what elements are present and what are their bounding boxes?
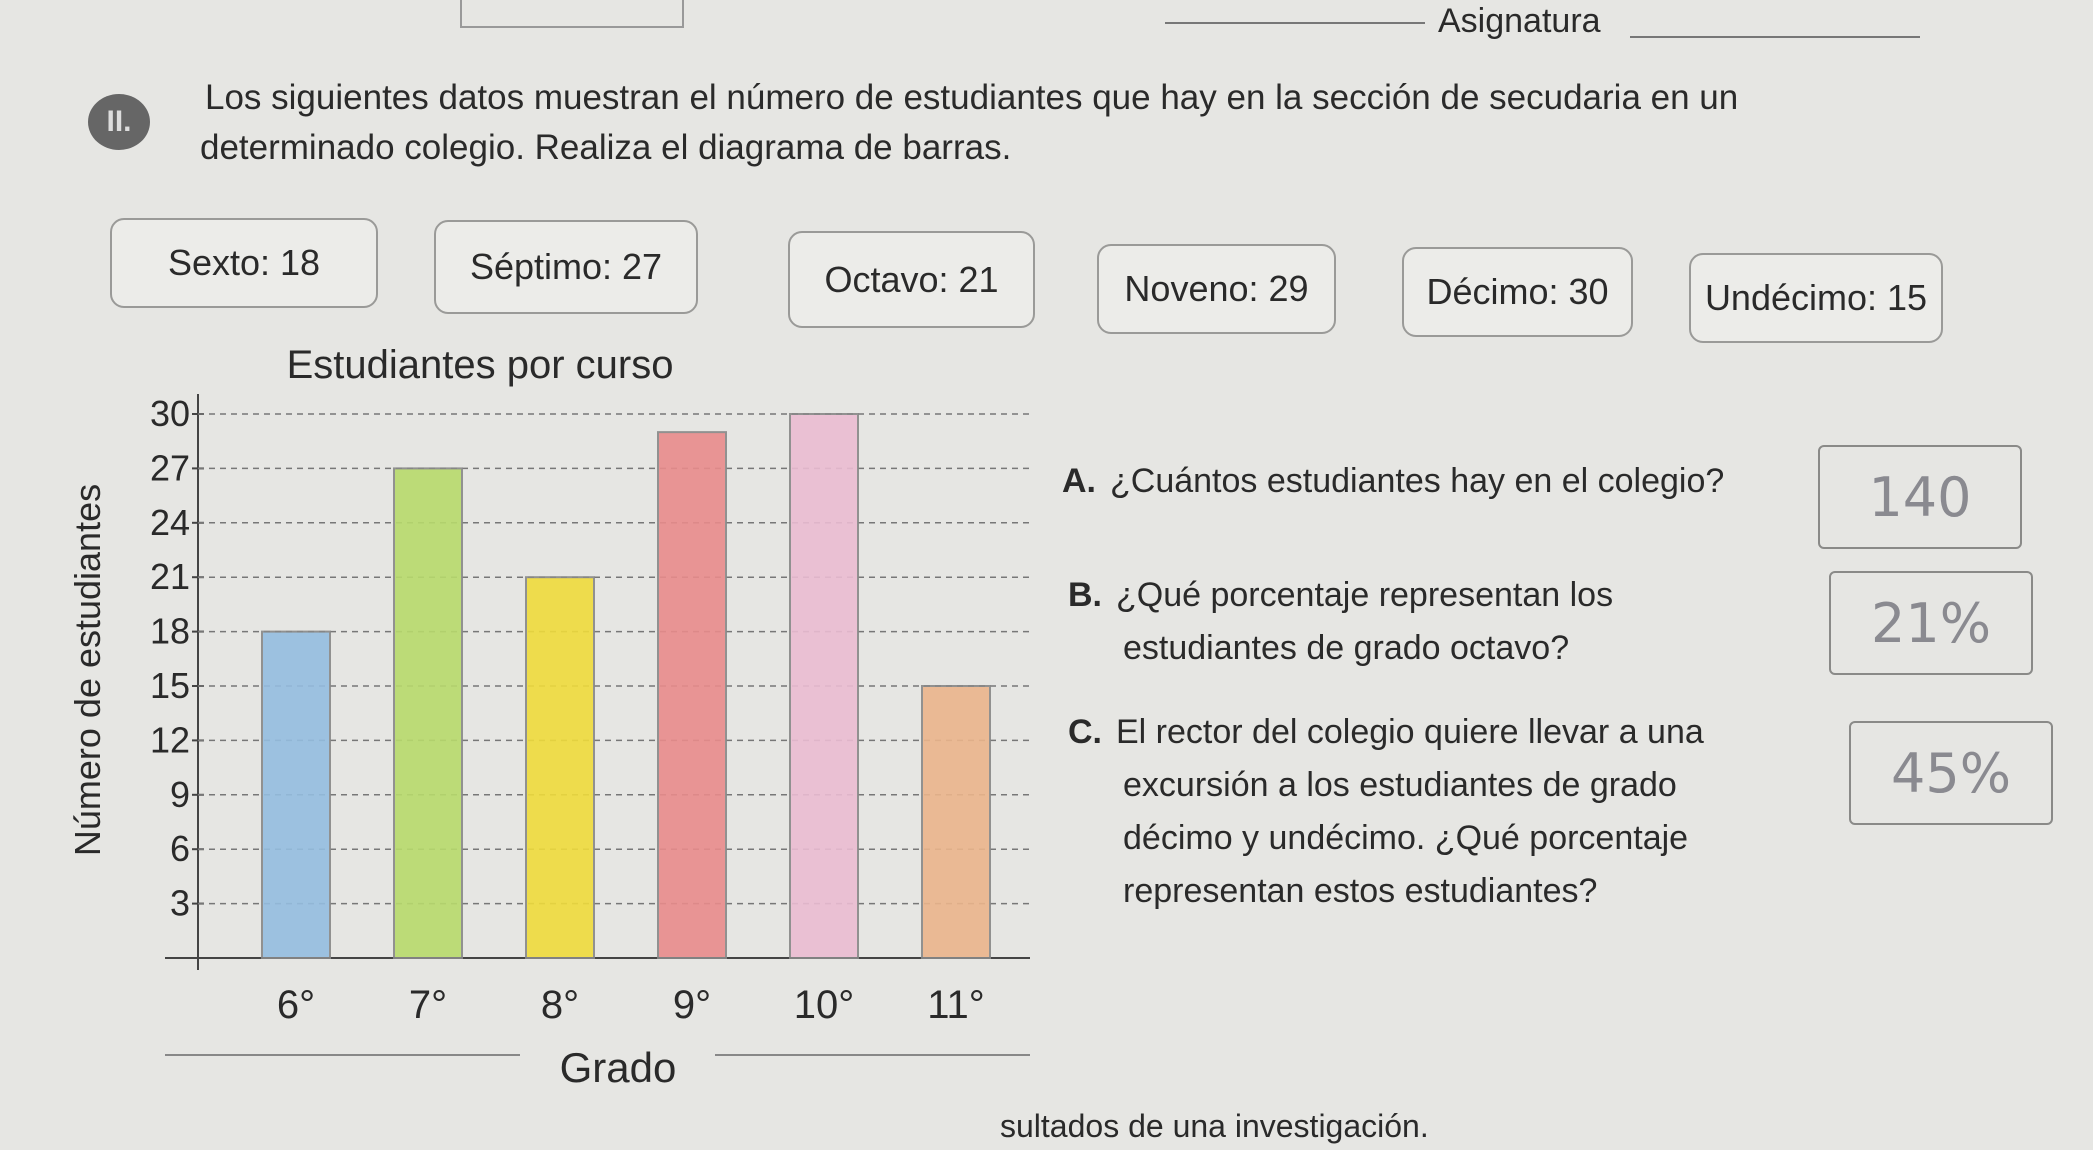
x-tick-label: 8° xyxy=(541,983,579,1027)
y-axis-label: Número de estudiantes xyxy=(67,484,108,856)
x-tick-label: 10° xyxy=(794,983,855,1027)
instruction-line: determinado colegio. Realiza el diagrama… xyxy=(200,128,1012,167)
answer: 140 xyxy=(1818,445,2022,549)
question-text: ¿Cuántos estudiantes hay en el colegio? xyxy=(1110,462,1725,500)
y-tick-label: 9 xyxy=(170,774,190,815)
x-axis-label: Grado xyxy=(560,1044,677,1091)
question-letter: A. xyxy=(1062,462,1096,500)
y-tick-label: 21 xyxy=(150,556,190,597)
y-tick-label: 3 xyxy=(170,883,190,924)
chart-title: Estudiantes por curso xyxy=(287,343,674,387)
question-letter: C. xyxy=(1068,713,1102,751)
question-text: excursión a los estudiantes de grado xyxy=(1123,766,1677,804)
instruction-line: Los siguientes datos muestran el número … xyxy=(205,78,1739,117)
question-text: representan estos estudiantes? xyxy=(1123,872,1598,910)
line xyxy=(1630,36,1920,38)
bar xyxy=(393,467,463,959)
y-tick-label: 15 xyxy=(150,665,190,706)
line xyxy=(1165,22,1425,24)
y-tick-label: 12 xyxy=(150,719,190,760)
data-box: Décimo: 30 xyxy=(1402,247,1633,337)
data-box: Octavo: 21 xyxy=(788,231,1035,328)
question-letter: B. xyxy=(1068,576,1102,614)
bar xyxy=(789,413,859,959)
question-text: El rector del colegio quiere llevar a un… xyxy=(1116,713,1704,751)
bar xyxy=(921,685,991,959)
top-box xyxy=(460,0,684,28)
y-tick-label: 6 xyxy=(170,828,190,869)
bar xyxy=(525,576,595,959)
footer: sultados de una investigación. xyxy=(1000,1108,1429,1144)
answer: 21% xyxy=(1829,571,2033,675)
data-box: Undécimo: 15 xyxy=(1689,253,1943,343)
x-tick-label: 11° xyxy=(927,983,985,1027)
question-text: estudiantes de grado octavo? xyxy=(1123,629,1570,667)
data-box: Noveno: 29 xyxy=(1097,244,1336,334)
question-text: décimo y undécimo. ¿Qué porcentaje xyxy=(1123,819,1689,857)
y-tick-label: 24 xyxy=(150,502,190,543)
x-tick-label: 9° xyxy=(673,983,711,1027)
x-tick-label: 7° xyxy=(409,983,447,1027)
chart: Estudiantes por curso Número de estudian… xyxy=(67,343,1030,1091)
y-tick-label: 30 xyxy=(150,393,190,434)
subject-label: Asignatura xyxy=(1438,2,1601,40)
x-tick-label: 6° xyxy=(277,983,315,1027)
bar xyxy=(657,431,727,959)
y-tick-label: 18 xyxy=(150,611,190,652)
data-box: Sexto: 18 xyxy=(110,218,378,308)
exercise-number: II. xyxy=(88,94,150,150)
y-tick-label: 27 xyxy=(150,447,190,488)
answer: 45% xyxy=(1849,721,2053,825)
bar xyxy=(261,630,331,959)
question-text: ¿Qué porcentaje representan los xyxy=(1116,576,1614,614)
data-box: Séptimo: 27 xyxy=(434,220,698,314)
